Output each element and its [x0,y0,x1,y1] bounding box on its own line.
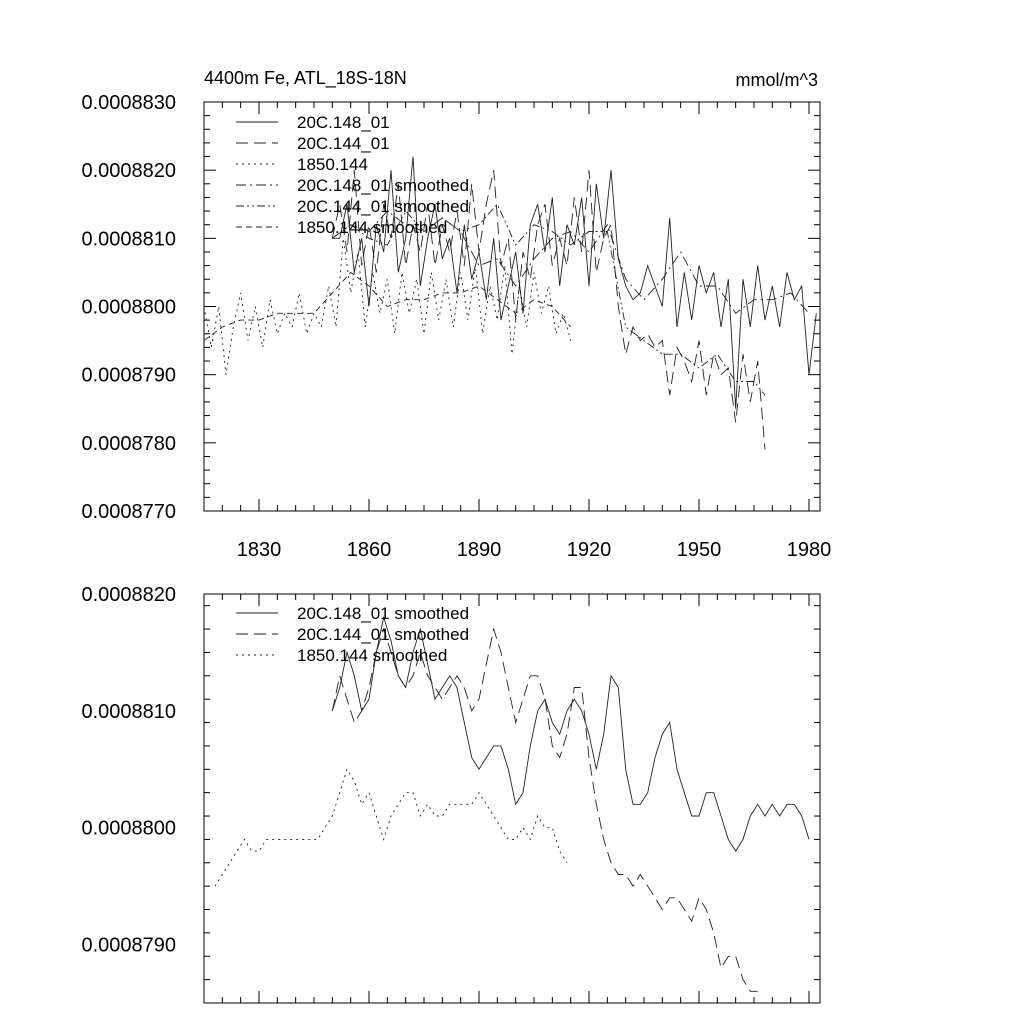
legend-label: 1850.144 [297,155,368,174]
axis-ticks: 1830 1860 1890 1920 1950 1980 0.0008770 0.00087… [81,92,831,561]
legend-label: 20C.148_01 smoothed [297,604,469,623]
legend-label: 20C.144_01 smoothed [297,625,469,644]
x-tick-label: 1860 [347,539,392,561]
series-line-4 [332,210,810,314]
series-line-3 [214,768,568,887]
series-line-3 [203,238,572,375]
x-tick-label: 1950 [677,539,722,561]
legend: 20C.148_01 smoothed 20C.144_01 smoothed 18… [236,604,469,665]
series-line-1 [331,615,810,852]
x-tick-label: 1890 [457,539,502,561]
y-tick-label: 0.0008810 [81,701,176,723]
x-tick-label: 1980 [787,539,832,561]
series-line-1 [332,156,817,409]
top-panel: 4400m Fe, ATL_18S-18N mmol/m^3 1830 1860 1… [81,68,831,561]
series-line-2 [331,627,758,992]
y-tick-label: 0.0008770 [81,501,176,523]
legend: 20C.148_01 20C.144_01 1850.144 20C.148_01 s… [236,113,469,237]
series-line-6 [203,271,572,341]
bottom-panel: 0.0008790 0.0008800 0.0008810 0.0008820 20C… [81,584,821,1004]
y-tick-label: 0.0008820 [81,160,176,182]
legend-label: 1850.144 smoothed [297,218,447,237]
legend-label: 20C.148_01 [297,113,390,132]
legend-label: 20C.144_01 smoothed [297,197,469,216]
legend-label: 20C.144_01 [297,134,390,153]
series-line-2 [331,170,766,450]
series-lines [214,615,810,992]
y-tick-label: 0.0008820 [81,584,176,606]
x-tick-label: 1920 [567,539,612,561]
legend-label: 1850.144 smoothed [297,646,447,665]
series-line-5 [332,203,766,396]
y-tick-label: 0.0008780 [81,433,176,455]
x-tick-label: 1830 [237,539,282,561]
plot-frame [203,593,821,1004]
y-tick-label: 0.0008790 [81,365,176,387]
y-tick-label: 0.0008830 [81,92,176,114]
series-lines [203,156,817,450]
y-tick-label: 0.0008800 [81,297,176,319]
chart-title: 4400m Fe, ATL_18S-18N [204,68,407,89]
y-tick-label: 0.0008790 [81,935,176,957]
y-tick-label: 0.0008810 [81,228,176,250]
chart-units: mmol/m^3 [736,70,818,90]
legend-label: 20C.148_01 smoothed [297,176,469,195]
axis-ticks: 0.0008790 0.0008800 0.0008810 0.0008820 [81,584,820,1004]
y-tick-label: 0.0008800 [81,818,176,840]
